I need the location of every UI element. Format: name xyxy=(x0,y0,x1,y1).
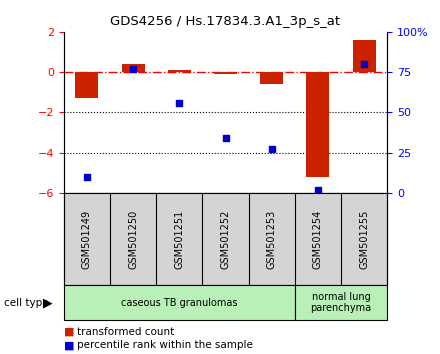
Text: ■: ■ xyxy=(64,340,74,350)
Text: GSM501251: GSM501251 xyxy=(174,209,184,269)
Title: GDS4256 / Hs.17834.3.A1_3p_s_at: GDS4256 / Hs.17834.3.A1_3p_s_at xyxy=(110,15,341,28)
Bar xyxy=(121,64,145,72)
Bar xyxy=(75,72,99,98)
Text: ■: ■ xyxy=(64,327,74,337)
Point xyxy=(314,187,321,193)
Point xyxy=(222,135,229,141)
Point xyxy=(361,61,368,67)
Text: GSM501254: GSM501254 xyxy=(313,209,323,269)
Text: GSM501252: GSM501252 xyxy=(220,209,231,269)
Text: caseous TB granulomas: caseous TB granulomas xyxy=(121,298,238,308)
Text: ▶: ▶ xyxy=(43,296,52,309)
Text: cell type: cell type xyxy=(4,298,49,308)
Text: percentile rank within the sample: percentile rank within the sample xyxy=(77,340,253,350)
Text: GSM501253: GSM501253 xyxy=(267,209,277,269)
Text: GSM501250: GSM501250 xyxy=(128,209,138,269)
Bar xyxy=(214,72,237,74)
Bar xyxy=(168,70,191,72)
Bar xyxy=(260,72,283,84)
Text: GSM501255: GSM501255 xyxy=(359,209,369,269)
Text: transformed count: transformed count xyxy=(77,327,174,337)
Text: GSM501249: GSM501249 xyxy=(82,209,92,269)
Point xyxy=(130,66,137,72)
Point xyxy=(176,100,183,105)
Point xyxy=(268,147,275,152)
Bar xyxy=(352,40,376,72)
Point xyxy=(84,174,91,180)
Bar xyxy=(306,72,330,177)
Text: normal lung
parenchyma: normal lung parenchyma xyxy=(311,292,371,314)
